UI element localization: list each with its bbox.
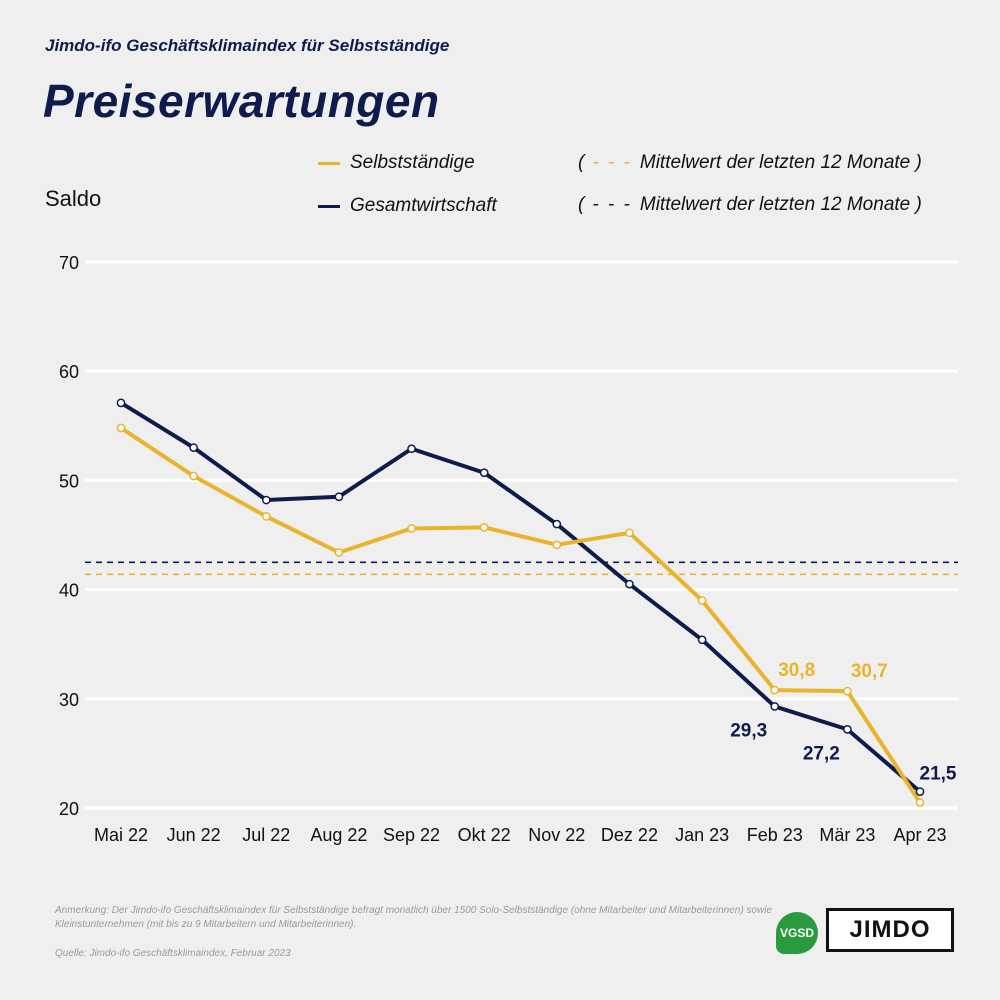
legend-close-paren: ) xyxy=(915,152,922,173)
data-point-gesamtwirtschaft xyxy=(189,443,198,452)
data-point-selbststaendige xyxy=(261,512,271,521)
x-tick-label: Okt 22 xyxy=(458,825,511,845)
legend-item-gesamtwirtschaft: Gesamtwirtschaft xyxy=(318,195,497,217)
legend-label-gesamtwirtschaft: Gesamtwirtschaft xyxy=(350,195,497,216)
x-tick-label: Apr 23 xyxy=(893,825,946,845)
data-point-selbststaendige xyxy=(552,540,562,550)
x-tick-label: Jan 23 xyxy=(675,825,729,845)
y-tick-label: 70 xyxy=(59,253,79,273)
x-tick-label: Dez 22 xyxy=(601,825,658,845)
x-tick-label: Mär 23 xyxy=(819,825,875,845)
data-point-selbststaendige xyxy=(407,524,416,533)
data-point-gesamtwirtschaft xyxy=(770,702,780,711)
data-point-selbststaendige xyxy=(189,471,198,481)
x-tick-label: Mai 22 xyxy=(94,825,148,845)
x-tick-label: Aug 22 xyxy=(310,825,367,845)
y-axis-label: Saldo xyxy=(45,186,102,211)
legend-mean-selbststaendige: ( - - - Mittelwert der letzten 12 Monate ) xyxy=(578,152,922,174)
legend-open-paren: ( xyxy=(578,152,585,173)
data-label-gesamtwirtschaft: 27,2 xyxy=(803,743,840,764)
legend-dash-selbststaendige: - - - xyxy=(592,152,632,173)
series-line-gesamtwirtschaft xyxy=(119,400,922,794)
data-point-gesamtwirtschaft xyxy=(116,398,126,408)
legend-swatch-selbststaendige xyxy=(318,161,340,165)
data-point-selbststaendige xyxy=(770,685,780,695)
y-tick-label: 30 xyxy=(59,690,79,710)
data-point-gesamtwirtschaft xyxy=(915,787,925,796)
data-point-gesamtwirtschaft xyxy=(625,579,634,589)
chart-subtitle: Jimdo-ifo Geschäftsklimaindex für Selbst… xyxy=(45,36,450,55)
legend-label-selbststaendige: Selbstständige xyxy=(350,152,475,173)
data-point-selbststaendige xyxy=(625,528,634,538)
y-tick-label: 50 xyxy=(59,471,79,491)
y-tick-label: 40 xyxy=(59,581,79,601)
x-tick-label: Nov 22 xyxy=(528,825,585,845)
chart-title: Preiserwartungen xyxy=(43,75,440,127)
data-point-gesamtwirtschaft xyxy=(261,495,271,505)
x-tick-label: Feb 23 xyxy=(747,825,803,845)
legend-swatch-gesamtwirtschaft xyxy=(318,204,340,208)
legend-close-paren: ) xyxy=(915,194,922,215)
source-note: Quelle: Jimdo-ifo Geschäftsklimaindex, F… xyxy=(55,948,291,959)
vgsd-logo: VGSD xyxy=(776,912,818,954)
x-tick-label: Jul 22 xyxy=(242,825,290,845)
footnote: Anmerkung: Der Jimdo-ifo Geschäftsklimai… xyxy=(55,905,773,930)
y-tick-label: 20 xyxy=(59,799,79,819)
legend-item-selbststaendige: Selbstständige xyxy=(318,152,475,174)
data-point-selbststaendige xyxy=(116,423,126,433)
data-point-selbststaendige xyxy=(334,548,344,557)
data-point-gesamtwirtschaft xyxy=(552,519,562,529)
data-point-selbststaendige xyxy=(479,523,489,532)
data-label-gesamtwirtschaft: 29,3 xyxy=(730,720,767,741)
data-point-gesamtwirtschaft xyxy=(479,468,489,478)
x-tick-label: Sep 22 xyxy=(383,825,440,845)
legend-mean-gesamtwirtschaft: ( - - - Mittelwert der letzten 12 Monate ) xyxy=(578,194,922,216)
data-label-gesamtwirtschaft: 21,5 xyxy=(920,764,957,785)
data-point-gesamtwirtschaft xyxy=(334,492,344,502)
data-label-selbststaendige: 30,7 xyxy=(851,661,888,682)
series-line-selbststaendige xyxy=(119,425,922,805)
data-label-selbststaendige: 30,8 xyxy=(778,660,815,681)
data-point-gesamtwirtschaft xyxy=(407,444,416,454)
jimdo-logo: JIMDO xyxy=(826,908,954,952)
data-point-selbststaendige xyxy=(697,596,707,605)
data-point-selbststaendige xyxy=(843,686,852,696)
legend-open-paren: ( xyxy=(578,194,585,215)
data-point-selbststaendige xyxy=(915,798,925,807)
x-tick-label: Jun 22 xyxy=(167,825,221,845)
data-point-gesamtwirtschaft xyxy=(843,725,852,734)
data-point-gesamtwirtschaft xyxy=(697,635,707,645)
legend-dash-gesamtwirtschaft: - - - xyxy=(592,194,632,215)
y-tick-label: 60 xyxy=(59,362,79,382)
legend-mean-label-gesamtwirtschaft: Mittelwert der letzten 12 Monate xyxy=(639,194,911,215)
legend-mean-label-selbststaendige: Mittelwert der letzten 12 Monate xyxy=(639,152,911,173)
